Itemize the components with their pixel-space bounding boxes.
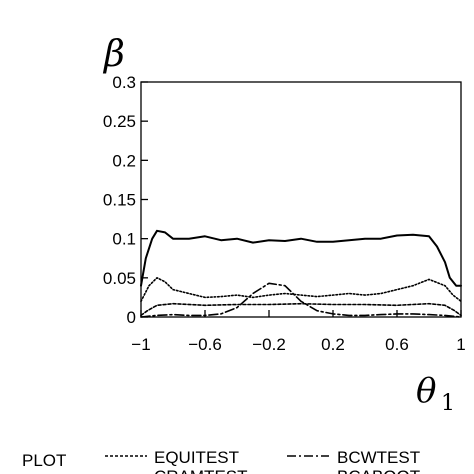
y-tick-label: 0.05	[103, 269, 136, 288]
y-tick-label: 0	[127, 308, 136, 327]
y-tick-label: 0.15	[103, 191, 136, 210]
x-tick-label: 1	[456, 335, 465, 354]
series-line-cramtest	[140, 229, 462, 287]
legend-label-cramtest: CRAMTEST	[154, 467, 248, 474]
y-axis-label: β	[102, 34, 125, 75]
x-tick-label: 0.6	[385, 335, 409, 354]
series-line-equitest	[140, 302, 462, 317]
y-tick-label: 0.2	[112, 151, 136, 170]
x-tick-label: 0.2	[321, 335, 345, 354]
legend-title: PLOT	[22, 451, 66, 470]
axis-ticks: −1 −0.6 −0.2 0.2 0.6 1 0 0.05 0.1 0.15 0.2 0.25 0.3	[103, 73, 466, 354]
y-tick-label: 0.3	[112, 73, 136, 92]
x-tick-label: −0.2	[252, 335, 286, 354]
x-tick-label: −1	[131, 335, 150, 354]
series-line-bcwtest	[140, 282, 462, 318]
x-axis-label-subscript: 1	[441, 391, 455, 416]
x-tick-label: −0.6	[188, 335, 222, 354]
series-line-bcaboot	[140, 276, 462, 303]
y-tick-label: 0.25	[103, 112, 136, 131]
plot-area-frame	[140, 81, 462, 318]
x-axis-label: θ 1	[416, 371, 455, 416]
legend: PLOT EQUITESTCRAMTEST BCWTESTBCABOOT	[22, 448, 420, 474]
legend-label-equitest: EQUITEST	[154, 448, 239, 467]
legend-label-bcaboot: BCABOOT	[337, 467, 420, 474]
series-lines	[140, 229, 462, 318]
y-tick-label: 0.1	[112, 230, 136, 249]
legend-label-bcwtest: BCWTEST	[337, 448, 420, 467]
x-axis-label-symbol: θ	[416, 371, 436, 411]
